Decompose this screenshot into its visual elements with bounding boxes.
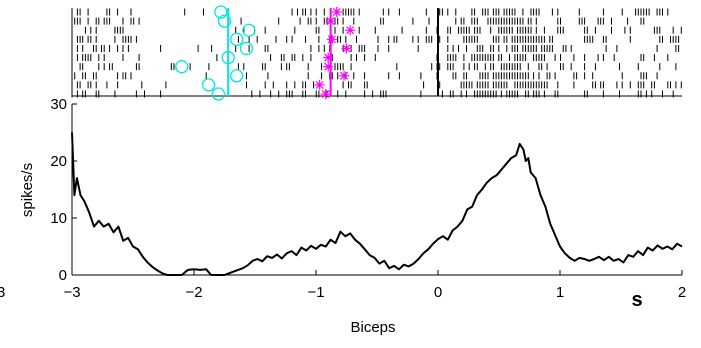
asterisk-stroke	[324, 62, 333, 71]
asterisk-stroke	[326, 17, 335, 26]
x-tick-label: 0	[434, 284, 442, 301]
cyan-circle-marker	[214, 5, 228, 19]
magenta-asterisk-marker	[326, 34, 337, 45]
magenta-asterisk-marker	[345, 25, 356, 36]
asterisk-stroke	[321, 89, 330, 99]
x-tick-label: 2	[678, 284, 686, 301]
cyan-circle-marker	[242, 23, 256, 37]
cyan-circle-marker	[211, 87, 226, 101]
clipped-tick-label: 3	[0, 284, 5, 301]
asterisk-stroke	[324, 53, 333, 62]
cyan-circle-marker	[221, 50, 235, 65]
x-axis-label: Biceps	[350, 319, 395, 336]
x-tick-label: −1	[307, 284, 324, 301]
firing-rate-axes	[71, 103, 683, 276]
asterisk-stroke	[342, 44, 351, 53]
spike-raster-panel	[71, 5, 682, 101]
cyan-circle-marker	[230, 69, 244, 83]
asterisk-stroke	[315, 80, 324, 89]
magenta-asterisk-marker	[323, 61, 334, 72]
firing-rate-panel: 0 10 20 30 −3 −2 −1 0 1 2 spikes/s Biceps s 3	[0, 96, 686, 336]
asterisk-stroke	[346, 26, 355, 35]
magenta-asterisk-marker	[314, 79, 325, 90]
asterisk-stroke	[327, 35, 336, 44]
cyan-circle-marker	[230, 32, 244, 46]
magenta-asterisk-marker	[325, 16, 336, 27]
cyan-circle-marker	[217, 14, 232, 28]
asterisk-stroke	[332, 7, 341, 17]
x-tick-label: −3	[63, 284, 80, 301]
time-unit-label: s	[631, 289, 642, 311]
x-tick-label: 1	[556, 284, 564, 301]
y-axis-label: spikes/s	[19, 163, 36, 217]
spike-ticks	[71, 8, 682, 98]
y-tick-label: 30	[50, 96, 67, 113]
x-tick-labels: −3 −2 −1 0 1 2	[63, 284, 686, 301]
cyan-circle-marker	[201, 78, 216, 92]
cyan-circle-marker	[239, 41, 254, 56]
y-tick-label: 20	[50, 153, 67, 170]
magenta-asterisk-marker	[323, 52, 334, 63]
cyan-circle-marker	[175, 60, 189, 74]
firing-rate-series-line	[71, 132, 683, 276]
y-tick-label: 10	[50, 210, 67, 227]
asterisk-stroke	[340, 71, 349, 80]
magenta-asterisk-marker	[339, 70, 350, 81]
y-tick-labels: 0 10 20 30	[50, 96, 67, 284]
magenta-asterisk-marker	[331, 7, 342, 17]
y-tick-label: 0	[59, 267, 67, 284]
magenta-asterisk-marker	[320, 89, 331, 99]
x-tick-label: −2	[185, 284, 202, 301]
magenta-asterisk-marker	[341, 43, 352, 54]
